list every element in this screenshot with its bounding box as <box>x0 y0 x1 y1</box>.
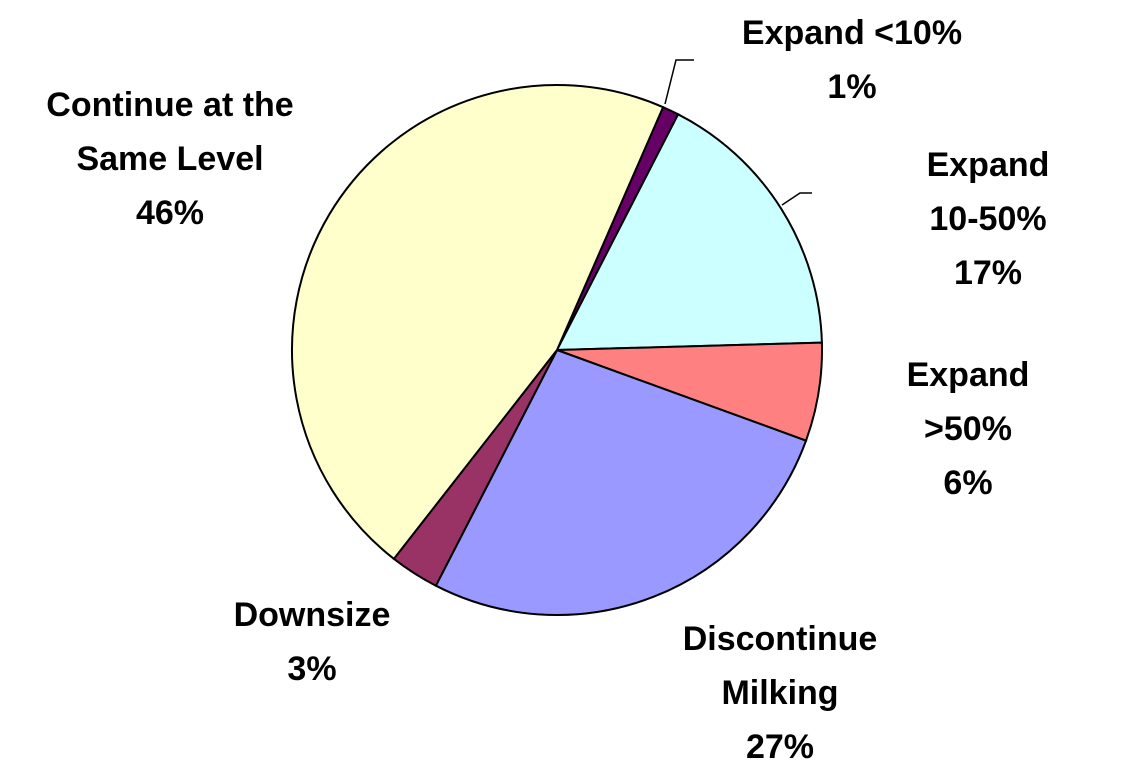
value-label: 3% <box>287 650 337 688</box>
category-label: Expand <10% <box>741 14 963 52</box>
slice-label: Expand >50% 6% <box>885 348 1051 510</box>
value-label: 27% <box>745 728 815 766</box>
category-label: Downsize <box>233 596 391 634</box>
leader-line <box>781 192 812 206</box>
slices <box>291 84 823 616</box>
pie-slice <box>434 348 808 616</box>
value-label: 17% <box>953 254 1023 292</box>
value-label: 6% <box>943 464 993 502</box>
slice-label: Expand <10% 1% <box>742 6 962 114</box>
category-label: Continue at the Same Level <box>46 86 294 178</box>
category-label: Expand >50% <box>906 356 1030 448</box>
slice-label: Expand 10-50% 17% <box>915 138 1061 300</box>
pie-slice <box>555 112 823 352</box>
leader-line <box>664 59 694 105</box>
slice-label: Continue at the Same Level 46% <box>46 78 293 240</box>
value-label: 1% <box>827 68 877 106</box>
category-label: Discontinue Milking <box>682 620 878 712</box>
value-label: 46% <box>135 194 205 232</box>
slice-label: Discontinue Milking 27% <box>683 612 878 774</box>
pie-slice <box>291 84 665 561</box>
category-label: Expand 10-50% <box>926 146 1050 238</box>
slice-label: Downsize 3% <box>234 588 391 696</box>
